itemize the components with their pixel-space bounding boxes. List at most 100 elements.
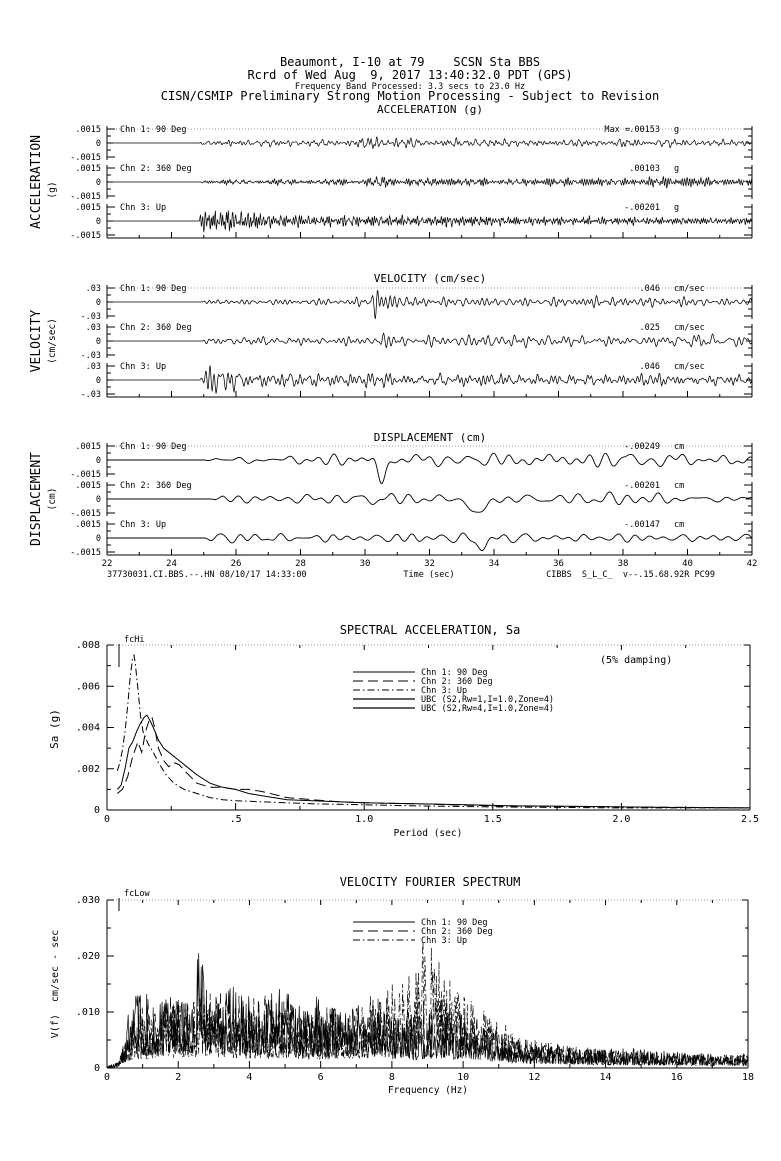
disp-chn1-max-unit: cm <box>674 442 684 452</box>
tick-label: 0 <box>96 337 101 347</box>
tick-label: 30 <box>360 559 371 569</box>
tick-label: -.0015 <box>70 153 101 163</box>
acceleration-title: ACCELERATION (g) <box>377 103 483 116</box>
acc-chn2-label: Chn 2: 360 Deg <box>120 164 192 174</box>
tick-label: 0 <box>96 178 101 188</box>
disp-chn3-max-unit: cm <box>674 520 684 530</box>
vel-chn1-max: .046 <box>640 284 660 294</box>
tick-label: 32 <box>424 559 435 569</box>
velocity-side-label: VELOCITY <box>29 310 44 373</box>
tick-label: -.0015 <box>70 509 101 519</box>
tick-label: -.03 <box>81 390 101 400</box>
tick-label: 0 <box>96 376 101 386</box>
tick-label: .0015 <box>75 125 101 135</box>
fourier-ylabel: V(f) cm/sec - sec <box>50 930 61 1038</box>
fourier-chart-graphics: .030 .020 .010 00 2 4 6 8 10 12 14 16 18 <box>76 895 754 1083</box>
fourier-spectrum-ch1 <box>106 953 749 1069</box>
sa-curve-ch1 <box>116 714 751 809</box>
tick-label: 4 <box>246 1072 252 1083</box>
tick-label: .004 <box>76 723 100 734</box>
acc-chn1-max: .00153 <box>629 125 660 135</box>
acc-chn1-max-unit: g <box>674 125 679 135</box>
tick-label: 28 <box>295 559 306 569</box>
tick-label: 6 <box>318 1072 324 1083</box>
frequency-band-note: Frequency Band Processed: 3.3 secs to 23… <box>295 82 525 92</box>
tick-label: 36 <box>553 559 564 569</box>
acc-chn2-max-unit: g <box>674 164 679 174</box>
sa-ylabel: Sa (g) <box>48 709 61 749</box>
acc-chn2-max: .00103 <box>629 164 660 174</box>
displacement-side-unit: (cm) <box>47 488 58 511</box>
record-datetime: Rcrd of Wed Aug 9, 2017 13:40:32.0 PDT (… <box>247 68 572 82</box>
processing-footer: CIBBS S_L_C_ v--.15.68.92R PC99 <box>546 570 715 580</box>
tick-label: 12 <box>528 1072 540 1083</box>
tick-label: 0 <box>96 298 101 308</box>
tick-label: 8 <box>389 1072 395 1083</box>
vel-chn3-label: Chn 3: Up <box>120 362 166 372</box>
tick-label: -.0015 <box>70 548 101 558</box>
tick-label: 0 <box>94 805 100 816</box>
tick-label: .03 <box>86 284 101 294</box>
tick-label: 38 <box>618 559 629 569</box>
vel-chn2-max: .025 <box>640 323 660 333</box>
vel-chn2-max-unit: cm/sec <box>674 323 705 333</box>
trace-displacement-time-series-ch1 <box>107 452 752 485</box>
sa-legend-chn1: Chn 1: 90 Deg <box>421 668 488 678</box>
tick-label: .5 <box>230 814 242 825</box>
sa-legend: Chn 1: 90 Deg Chn 2: 360 Deg Chn 3: Up U… <box>353 668 554 714</box>
tick-label: 0 <box>104 814 110 825</box>
tick-label: .03 <box>86 362 101 372</box>
disp-chn3-max: -.00147 <box>624 520 660 530</box>
sa-legend-ubc1: UBC (S2,Rw=1,I=1.0,Zone=4) <box>421 695 554 705</box>
time-axis-label: Time (sec) <box>403 570 454 580</box>
tick-label: .002 <box>76 764 100 775</box>
tick-label: -.03 <box>81 312 101 322</box>
tick-label: 2.0 <box>612 814 630 825</box>
acceleration-side-label: ACCELERATION <box>29 135 44 229</box>
tick-label: 1.5 <box>484 814 502 825</box>
acc-chn1-label: Chn 1: 90 Deg <box>120 125 187 135</box>
tick-label: 26 <box>231 559 242 569</box>
disp-chn2-max-unit: cm <box>674 481 684 491</box>
tick-label: .008 <box>76 640 100 651</box>
fchi-label: fcHi <box>124 635 144 645</box>
sa-chart-graphics: .008 .006 .004 .002 00 .5 1.0 1.5 2.0 2.5 <box>76 640 759 825</box>
tick-label: .030 <box>76 895 100 906</box>
acc-chn3-max-unit: g <box>674 203 679 213</box>
velocity-side-unit: (cm/sec) <box>47 318 58 364</box>
displacement-side-label: DISPLACEMENT <box>29 452 44 546</box>
disp-chn2-label: Chn 2: 360 Deg <box>120 481 192 491</box>
tick-label: .0015 <box>75 520 101 530</box>
vel-chn2-label: Chn 2: 360 Deg <box>120 323 192 333</box>
tick-label: 14 <box>600 1072 612 1083</box>
fclow-label: fcLow <box>124 889 150 899</box>
acc-chn3-label: Chn 3: Up <box>120 203 166 213</box>
record-id-footer: 37730031.CI.BBS.--.HN 08/10/17 14:33:00 <box>107 570 307 580</box>
disp-chn1-max: -.00249 <box>624 442 660 452</box>
tick-label: .020 <box>76 951 100 962</box>
max-prefix: Max = <box>604 125 630 135</box>
trace-displacement-time-series-ch2 <box>107 491 752 513</box>
acceleration-side-unit: (g) <box>47 181 58 198</box>
fourier-title: VELOCITY FOURIER SPECTRUM <box>340 875 521 889</box>
tick-label: 0 <box>96 217 101 227</box>
tick-label: 0 <box>104 1072 110 1083</box>
vel-chn1-max-unit: cm/sec <box>674 284 705 294</box>
tick-label: 0 <box>96 534 101 544</box>
vel-chn3-max: .046 <box>640 362 660 372</box>
tick-label: -.0015 <box>70 470 101 480</box>
vel-chn3-max-unit: cm/sec <box>674 362 705 372</box>
damping-note: (5% damping) <box>600 655 672 666</box>
disp-chn2-max: -.00201 <box>624 481 660 491</box>
velocity-time-series-graphics: .030-.03.030-.03.030-.03 <box>81 284 753 400</box>
tick-label: .0015 <box>75 442 101 452</box>
vel-chn1-label: Chn 1: 90 Deg <box>120 284 187 294</box>
trace-velocity-time-series-ch3 <box>107 365 753 394</box>
tick-label: 40 <box>682 559 693 569</box>
chart-graphics: .00150-.0015.00150-.0015.00150-.0015.030… <box>70 125 759 1083</box>
tick-label: .03 <box>86 323 101 333</box>
tick-label: 0 <box>96 456 101 466</box>
tick-label: 0 <box>96 495 101 505</box>
sa-title: SPECTRAL ACCELERATION, Sa <box>340 623 521 637</box>
